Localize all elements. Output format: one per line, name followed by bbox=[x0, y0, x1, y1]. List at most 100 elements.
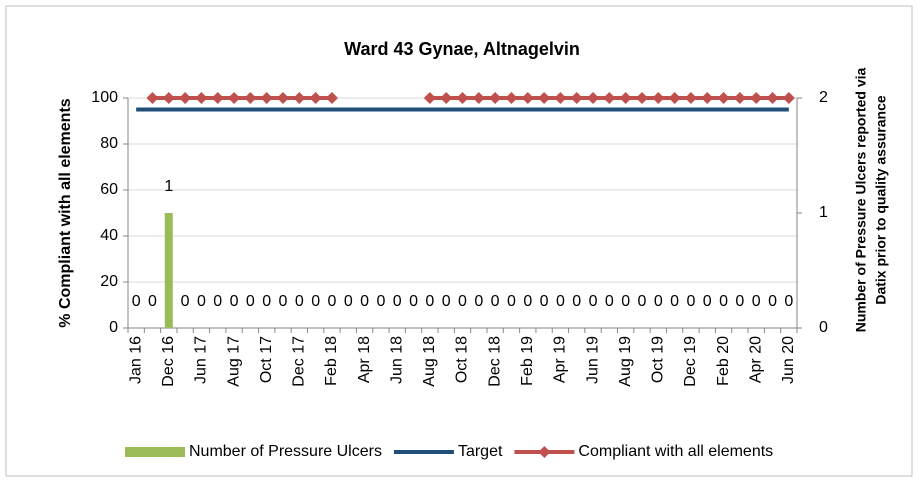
data-label: 0 bbox=[409, 293, 418, 310]
data-label: 0 bbox=[181, 293, 190, 310]
data-label: 0 bbox=[638, 293, 647, 310]
data-label: 0 bbox=[474, 293, 483, 310]
marker bbox=[277, 92, 290, 104]
data-label: 0 bbox=[523, 293, 532, 310]
marker bbox=[440, 92, 453, 104]
y-tick-label: 100 bbox=[91, 89, 118, 106]
marker bbox=[668, 92, 681, 104]
marker bbox=[766, 92, 779, 104]
data-label: 1 bbox=[164, 178, 173, 195]
marker bbox=[684, 92, 697, 104]
marker bbox=[619, 92, 632, 104]
data-label: 0 bbox=[686, 293, 695, 310]
legend-swatch bbox=[125, 447, 185, 457]
marker bbox=[570, 92, 583, 104]
y-tick-label: 40 bbox=[100, 227, 118, 244]
data-label: 0 bbox=[328, 293, 337, 310]
legend-label: Number of Pressure Ulcers bbox=[189, 443, 382, 460]
data-label: 0 bbox=[768, 293, 777, 310]
x-tick-label: Jun 17 bbox=[193, 336, 210, 384]
data-label: 0 bbox=[703, 293, 712, 310]
x-tick-label: Oct 17 bbox=[258, 336, 275, 383]
x-tick-label: Apr 18 bbox=[356, 336, 373, 383]
data-label: 0 bbox=[393, 293, 402, 310]
data-label: 0 bbox=[719, 293, 728, 310]
marker bbox=[260, 92, 273, 104]
legend-label: Target bbox=[458, 443, 503, 460]
marker bbox=[211, 92, 224, 104]
x-tick-label: Oct 18 bbox=[454, 336, 471, 383]
marker bbox=[162, 92, 175, 104]
data-label: 0 bbox=[458, 293, 467, 310]
marker bbox=[309, 92, 322, 104]
marker bbox=[635, 92, 648, 104]
data-label: 0 bbox=[197, 293, 206, 310]
x-tick-label: Dec 16 bbox=[160, 336, 177, 387]
marker bbox=[228, 92, 241, 104]
legend-swatch bbox=[538, 446, 551, 458]
data-label: 0 bbox=[360, 293, 369, 310]
data-label: 0 bbox=[605, 293, 614, 310]
data-label: 0 bbox=[425, 293, 434, 310]
data-label: 0 bbox=[132, 293, 141, 310]
legend-label: Compliant with all elements bbox=[578, 443, 773, 460]
marker bbox=[733, 92, 746, 104]
y-tick-label: 80 bbox=[100, 135, 118, 152]
marker bbox=[472, 92, 485, 104]
data-label: 0 bbox=[784, 293, 793, 310]
y2-tick-label: 0 bbox=[819, 319, 828, 336]
y2-tick-label: 2 bbox=[819, 89, 828, 106]
data-label: 0 bbox=[279, 293, 288, 310]
data-label: 0 bbox=[295, 293, 304, 310]
y2-axis-title: Datix prior to quality assurance bbox=[873, 95, 889, 304]
x-tick-label: Aug 19 bbox=[617, 336, 634, 387]
marker bbox=[489, 92, 502, 104]
y-tick-label: 60 bbox=[100, 181, 118, 198]
data-label: 0 bbox=[213, 293, 222, 310]
data-label: 0 bbox=[589, 293, 598, 310]
x-tick-label: Jan 16 bbox=[127, 336, 144, 384]
x-tick-label: Oct 19 bbox=[650, 336, 667, 383]
marker bbox=[750, 92, 763, 104]
x-tick-label: Feb 20 bbox=[715, 336, 732, 386]
marker bbox=[717, 92, 730, 104]
marker bbox=[505, 92, 518, 104]
x-tick-label: Aug 17 bbox=[225, 336, 242, 387]
marker bbox=[603, 92, 616, 104]
bar bbox=[164, 213, 173, 328]
data-label: 0 bbox=[507, 293, 516, 310]
data-label: 0 bbox=[344, 293, 353, 310]
x-tick-label: Jun 20 bbox=[780, 336, 797, 384]
y2-tick-label: 1 bbox=[819, 204, 828, 221]
marker bbox=[554, 92, 567, 104]
data-label: 0 bbox=[148, 293, 157, 310]
marker bbox=[652, 92, 665, 104]
x-tick-label: Apr 19 bbox=[552, 336, 569, 383]
x-tick-label: Aug 18 bbox=[421, 336, 438, 387]
x-tick-label: Feb 19 bbox=[519, 336, 536, 386]
data-label: 0 bbox=[621, 293, 630, 310]
data-label: 0 bbox=[572, 293, 581, 310]
x-tick-label: Dec 19 bbox=[682, 336, 699, 387]
x-tick-label: Feb 18 bbox=[323, 336, 340, 386]
x-tick-label: Apr 20 bbox=[747, 336, 764, 383]
marker bbox=[179, 92, 192, 104]
y2-axis-title: Number of Pressure Ulcers reported via bbox=[853, 68, 869, 333]
data-label: 0 bbox=[230, 293, 239, 310]
marker bbox=[701, 92, 714, 104]
marker bbox=[423, 92, 436, 104]
data-label: 0 bbox=[442, 293, 451, 310]
data-label: 0 bbox=[376, 293, 385, 310]
y-tick-label: 20 bbox=[100, 273, 118, 290]
marker bbox=[293, 92, 306, 104]
x-tick-label: Jun 19 bbox=[584, 336, 601, 384]
y-tick-label: 0 bbox=[109, 319, 118, 336]
data-label: 0 bbox=[540, 293, 549, 310]
chart-border bbox=[5, 5, 913, 477]
data-label: 0 bbox=[670, 293, 679, 310]
marker bbox=[456, 92, 469, 104]
x-tick-label: Jun 18 bbox=[388, 336, 405, 384]
data-label: 0 bbox=[654, 293, 663, 310]
marker bbox=[538, 92, 551, 104]
